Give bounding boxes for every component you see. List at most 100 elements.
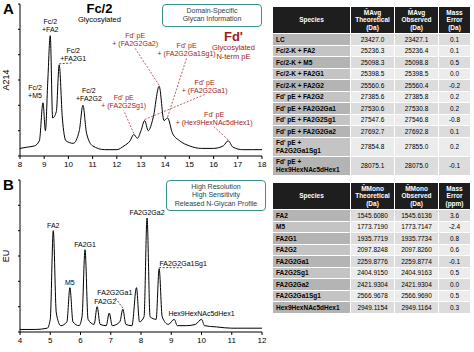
html-text:Fd' pE + FA2G2: Fd' pE + FA2G2 <box>276 93 324 101</box>
svg-text:18: 18 <box>258 160 267 169</box>
svg-text:14: 14 <box>161 160 170 169</box>
svg-text:17: 17 <box>233 160 242 169</box>
html-text:23427.1: 23427.1 <box>404 35 429 43</box>
svg-text:8: 8 <box>139 336 144 345</box>
svg-text:FA2G2Ga1Sg1: FA2G2Ga1Sg1 <box>159 260 207 268</box>
html-text:High Sensitivity: High Sensitivity <box>192 191 240 199</box>
html-text:0.2: 0.2 <box>450 93 459 101</box>
html-text:0.0: 0.0 <box>450 70 459 78</box>
html-text:25098.8: 25098.8 <box>404 58 429 66</box>
html-text:Fc/2: Fc/2 <box>86 1 113 16</box>
svg-text:12: 12 <box>112 160 121 169</box>
html-text:Released N-Glycan Profile: Released N-Glycan Profile <box>174 199 258 207</box>
html-text:25560.4: 25560.4 <box>404 81 429 89</box>
html-text:Glycan Information: Glycan Information <box>182 15 242 23</box>
html-text:Fc/2-K + FA2: Fc/2-K + FA2 <box>276 47 316 55</box>
html-text:25236.4: 25236.4 <box>404 47 429 55</box>
svg-text:Fc/2+FA2G2: Fc/2+FA2G2 <box>76 87 102 102</box>
html-text:0.1: 0.1 <box>450 35 459 43</box>
html-text:0.2: 0.2 <box>450 104 459 112</box>
html-text:Mass Error (ppm): Mass Error (ppm) <box>445 185 464 207</box>
svg-text:Fc/2+M5: Fc/2+M5 <box>28 84 42 99</box>
html-text:27385.8: 27385.8 <box>404 93 429 101</box>
svg-text:7: 7 <box>109 336 114 345</box>
svg-text:Fd' pE+ (Hex9HexNAc5dHex1): Fd' pE+ (Hex9HexNAc5dHex1) <box>176 111 253 127</box>
html-text:27385.6: 27385.6 <box>360 93 385 101</box>
svg-text:Fc/2+FA2: Fc/2+FA2 <box>42 18 59 33</box>
html-text:LC: LC <box>276 35 285 43</box>
html-text:23427.0: 23427.0 <box>360 35 385 43</box>
html-text:Glycosylated: Glycosylated <box>212 43 255 53</box>
html-text:-0.1: -0.1 <box>448 161 461 169</box>
html-text:25236.3: 25236.3 <box>360 47 385 55</box>
svg-text:FA2G2Ga1: FA2G2Ga1 <box>97 289 132 296</box>
svg-text:8: 8 <box>18 160 23 169</box>
html-text:27692.8: 27692.8 <box>404 127 429 135</box>
svg-text:12: 12 <box>258 336 267 345</box>
svg-text:16: 16 <box>209 160 218 169</box>
svg-text:Fd' pE+ (FA2G2Ga1Sg1): Fd' pE+ (FA2G2Ga1Sg1) <box>158 42 216 58</box>
svg-text:4: 4 <box>18 336 23 345</box>
html-text:28075.1: 28075.1 <box>360 161 385 169</box>
svg-text:9: 9 <box>169 336 174 345</box>
html-text:25398.5: 25398.5 <box>404 70 429 78</box>
html-text:Fd' pE + FA2G2Sg1: Fd' pE + FA2G2Sg1 <box>276 116 336 124</box>
html-text:Species: Species <box>299 16 324 24</box>
html-text:27855.0: 27855.0 <box>404 142 429 150</box>
html-text:27547.6: 27547.6 <box>360 116 385 124</box>
html-text:Fd': Fd' <box>224 29 243 44</box>
html-text:25398.5: 25398.5 <box>360 70 385 78</box>
html-text:Fd' pE + Hex9HexNAc5dHex1: Fd' pE + Hex9HexNAc5dHex1 <box>276 158 340 173</box>
svg-text:FA2: FA2 <box>47 222 60 229</box>
html-text:27530.8: 27530.8 <box>404 104 429 112</box>
html-text:25560.6: 25560.6 <box>360 81 385 89</box>
html-text:27692.7: 27692.7 <box>360 127 385 135</box>
svg-text:Hex9HexNAc5dHex1: Hex9HexNAc5dHex1 <box>168 310 234 317</box>
svg-text:11: 11 <box>88 160 97 169</box>
svg-text:Fd' pE+ (FA2G2Sg1): Fd' pE+ (FA2G2Sg1) <box>101 94 146 110</box>
html-text:-0.2: -0.2 <box>448 81 461 89</box>
svg-text:EU: EU <box>1 250 11 263</box>
html-text:Fc/2-K + FA2G2: Fc/2-K + FA2G2 <box>276 81 324 89</box>
html-text:B: B <box>3 176 14 193</box>
html-text:M̄Avg Observed (Da): M̄Avg Observed (Da) <box>401 9 432 31</box>
svg-text:Fd' pE+ (FA2G2Ga1): Fd' pE+ (FA2G2Ga1) <box>182 79 228 95</box>
html-text:28075.0: 28075.0 <box>404 161 429 169</box>
html-text:-0.8: -0.8 <box>448 116 461 124</box>
html-text:A: A <box>3 0 14 17</box>
html-text:Fd' pE + FA2G2Ga1: Fd' pE + FA2G2Ga1 <box>276 104 336 112</box>
svg-text:FA2G1: FA2G1 <box>74 241 96 248</box>
svg-text:FA2G2: FA2G2 <box>94 298 116 305</box>
svg-text:Fd' pE+ (FA2G2Ga2): Fd' pE+ (FA2G2Ga2) <box>112 32 158 48</box>
svg-text:5: 5 <box>48 336 53 345</box>
html-text:25098.3: 25098.3 <box>360 58 385 66</box>
html-text:N-term pE: N-term pE <box>216 51 251 61</box>
html-text:Fd' pE + FA2G2Ga1Sg1: Fd' pE + FA2G2Ga1Sg1 <box>276 139 321 154</box>
html-text:0.1: 0.1 <box>450 127 459 135</box>
svg-text:M5: M5 <box>65 279 75 286</box>
html-text:Glycosylated: Glycosylated <box>78 15 121 25</box>
svg-text:A214: A214 <box>1 69 11 90</box>
svg-text:10: 10 <box>197 336 206 345</box>
svg-text:6: 6 <box>78 336 83 345</box>
html-text:27530.6: 27530.6 <box>360 104 385 112</box>
html-text:M̄Mono Theoretical (Da): M̄Mono Theoretical (Da) <box>355 185 390 207</box>
html-text:0.2: 0.2 <box>450 142 459 150</box>
html-text:Fd' pE + FA2G2Ga2: Fd' pE + FA2G2Ga2 <box>276 127 336 135</box>
svg-text:FA2G2Ga2: FA2G2Ga2 <box>130 209 165 216</box>
svg-text:10: 10 <box>64 160 73 169</box>
html-text:Mass Error (Da): Mass Error (Da) <box>446 9 463 31</box>
html-text:0.5: 0.5 <box>450 58 459 66</box>
svg-text:15: 15 <box>185 160 194 169</box>
html-text:Fc/2-K + FA2G1: Fc/2-K + FA2G1 <box>276 70 324 78</box>
html-text:M̄Mono Observed (Da): M̄Mono Observed (Da) <box>401 185 432 207</box>
svg-text:13: 13 <box>137 160 146 169</box>
html-text:M̄Avg Theoretical (Da): M̄Avg Theoretical (Da) <box>355 9 390 31</box>
html-text:27546.8: 27546.8 <box>404 116 429 124</box>
svg-text:9: 9 <box>42 160 47 169</box>
html-text:Fc/2-K + M5: Fc/2-K + M5 <box>276 58 313 66</box>
svg-text:Fc/2+FA2G1: Fc/2+FA2G1 <box>60 47 86 62</box>
svg-text:11: 11 <box>228 336 237 345</box>
html-text:0.1: 0.1 <box>450 47 459 55</box>
html-text:27854.8: 27854.8 <box>360 142 385 150</box>
